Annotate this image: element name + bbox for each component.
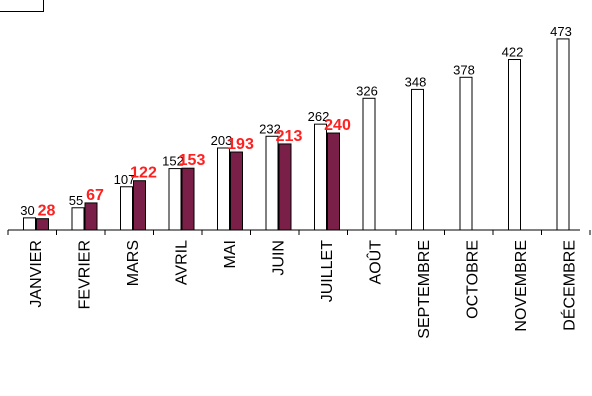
bar bbox=[411, 88, 424, 231]
data-label: 203 bbox=[211, 133, 233, 148]
x-tick-label: OCTOBRE bbox=[465, 240, 482, 319]
x-tick-label: AOÛT bbox=[366, 240, 385, 285]
x-tick-label: FEVRIER bbox=[77, 240, 94, 309]
bar bbox=[133, 180, 146, 231]
data-label: 152 bbox=[162, 154, 184, 169]
bar bbox=[327, 132, 340, 231]
bar bbox=[265, 135, 279, 231]
legend-box bbox=[0, 0, 44, 12]
data-label: 262 bbox=[308, 109, 330, 124]
data-label: 422 bbox=[502, 45, 524, 60]
data-label: 378 bbox=[453, 62, 475, 77]
x-tick-label: NOVEMBRE bbox=[513, 240, 530, 332]
x-tick-label: JUILLET bbox=[319, 240, 336, 302]
x-tick-label: JUIN bbox=[271, 240, 288, 276]
bar bbox=[36, 218, 49, 231]
x-tick-label: MARS bbox=[125, 240, 142, 286]
bar bbox=[217, 147, 230, 231]
x-tick-label: MAI bbox=[222, 240, 239, 268]
data-label: 326 bbox=[356, 83, 378, 98]
data-label: 232 bbox=[259, 121, 281, 136]
x-tick-label: SEPTEMBRE bbox=[416, 240, 433, 339]
bar bbox=[168, 168, 182, 231]
data-label: 122 bbox=[130, 165, 157, 182]
bar bbox=[459, 76, 473, 231]
data-label: 55 bbox=[69, 193, 83, 208]
bar bbox=[84, 202, 98, 231]
x-tick-label: DÉCEMBRE bbox=[560, 240, 579, 331]
bar bbox=[556, 38, 570, 231]
data-label: 473 bbox=[550, 24, 572, 39]
bar bbox=[23, 217, 36, 231]
bar bbox=[278, 143, 292, 231]
data-label: 28 bbox=[38, 203, 56, 220]
bar bbox=[230, 151, 243, 231]
x-tick-label: AVRIL bbox=[174, 240, 191, 285]
data-label: 67 bbox=[86, 187, 104, 204]
data-label: 30 bbox=[20, 203, 34, 218]
data-label: 213 bbox=[276, 128, 303, 145]
data-label: 240 bbox=[324, 117, 351, 134]
bar bbox=[181, 167, 195, 231]
bar bbox=[508, 59, 521, 231]
bar bbox=[314, 123, 327, 231]
x-tick-label: JANVIER bbox=[28, 240, 45, 308]
bar bbox=[71, 207, 85, 231]
data-label: 193 bbox=[227, 136, 254, 153]
bar bbox=[120, 186, 133, 231]
data-label: 153 bbox=[179, 152, 206, 169]
data-label: 348 bbox=[405, 74, 427, 89]
bar bbox=[362, 97, 376, 231]
data-label: 107 bbox=[114, 172, 136, 187]
